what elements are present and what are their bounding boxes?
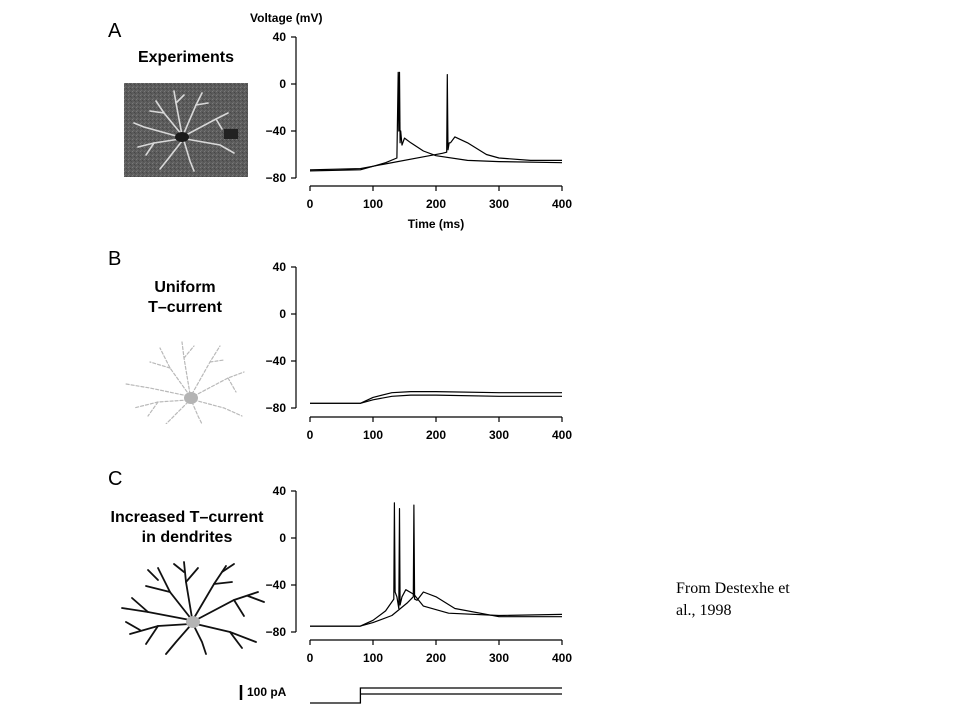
panel-a-xtick-label-2: 200 [426,197,446,211]
panel-title-a-line1: Experiments [137,49,235,66]
panel-title-c-line2: in dendrites [141,529,233,546]
panel-a-ytick-label-2: −40 [266,124,287,138]
panel-a-ytick-label-0: 40 [273,30,287,44]
panel-b-xtick-label-0: 0 [307,428,314,442]
panel-title-b-line2: T–current [148,299,222,316]
panel-title-c: Increased T–current in dendrites [92,508,282,548]
panel-c-xtick-label-3: 300 [489,651,509,665]
panel-c-xtick-label-1: 100 [363,651,383,665]
panel-c-xtick-label-0: 0 [307,651,314,665]
panel-b-ytick-label-2: −40 [266,354,287,368]
current-scale-bar-label: 100 pA [247,685,287,699]
panel-title-c-line1: Increased T–current [110,509,264,526]
panel-b-trace-2 [310,394,562,404]
panel-b-trace-1 [310,391,562,404]
panel-b-xtick-label-3: 300 [489,428,509,442]
panel-c-xtick-label-4: 400 [552,651,572,665]
panel-c-trace-2 [310,504,562,627]
panel-a-xtick-label-3: 300 [489,197,509,211]
panel-letter-b: B [108,248,122,270]
stimulus-trace-1 [310,687,562,704]
panel-title-a: Experiments [120,48,252,68]
panel-a-xlabel: Time (ms) [408,217,464,231]
panel-a-xtick-label-0: 0 [307,197,314,211]
panel-a-xtick-label-4: 400 [552,197,572,211]
panel-b-ytick-label-3: −80 [266,401,287,415]
panel-title-b: Uniform T–current [110,278,260,318]
panel-letter-c: C [108,468,123,490]
panel-title-b-line1: Uniform [154,279,216,296]
panel-b-xtick-label-1: 100 [363,428,383,442]
panel-a-ytick-label-3: −80 [266,171,287,185]
panel-b-ytick-label-0: 40 [273,260,287,274]
panel-b-xtick-label-2: 200 [426,428,446,442]
panel-c-ytick-label-0: 40 [273,484,287,498]
panel-a-xtick-label-1: 100 [363,197,383,211]
panel-b-xtick-label-4: 400 [552,428,572,442]
panel-a-trace-2 [309,73,562,171]
source-caption: From Destexhe et al., 1998 [676,578,846,622]
caption-line2: al., 1998 [676,602,732,619]
neuron-photo [124,83,248,177]
panel-a-ytick-label-1: 0 [279,77,286,91]
panel-a-trace-1 [309,71,563,172]
panel-b-ytick-label-1: 0 [279,307,286,321]
neuron-reconstruction-dendrites [121,561,265,655]
neuron-reconstruction-uniform [125,341,245,424]
panel-c-ytick-label-3: −80 [266,625,287,639]
panel-letter-a: A [108,20,122,42]
panel-c-ytick-label-2: −40 [266,578,287,592]
caption-line1: From Destexhe et [676,580,790,597]
panel-c-trace-1 [310,502,563,627]
panel-c-xtick-label-2: 200 [426,651,446,665]
panel-c-ytick-label-1: 0 [279,531,286,545]
panel-a-ylabel: Voltage (mV) [250,11,322,25]
